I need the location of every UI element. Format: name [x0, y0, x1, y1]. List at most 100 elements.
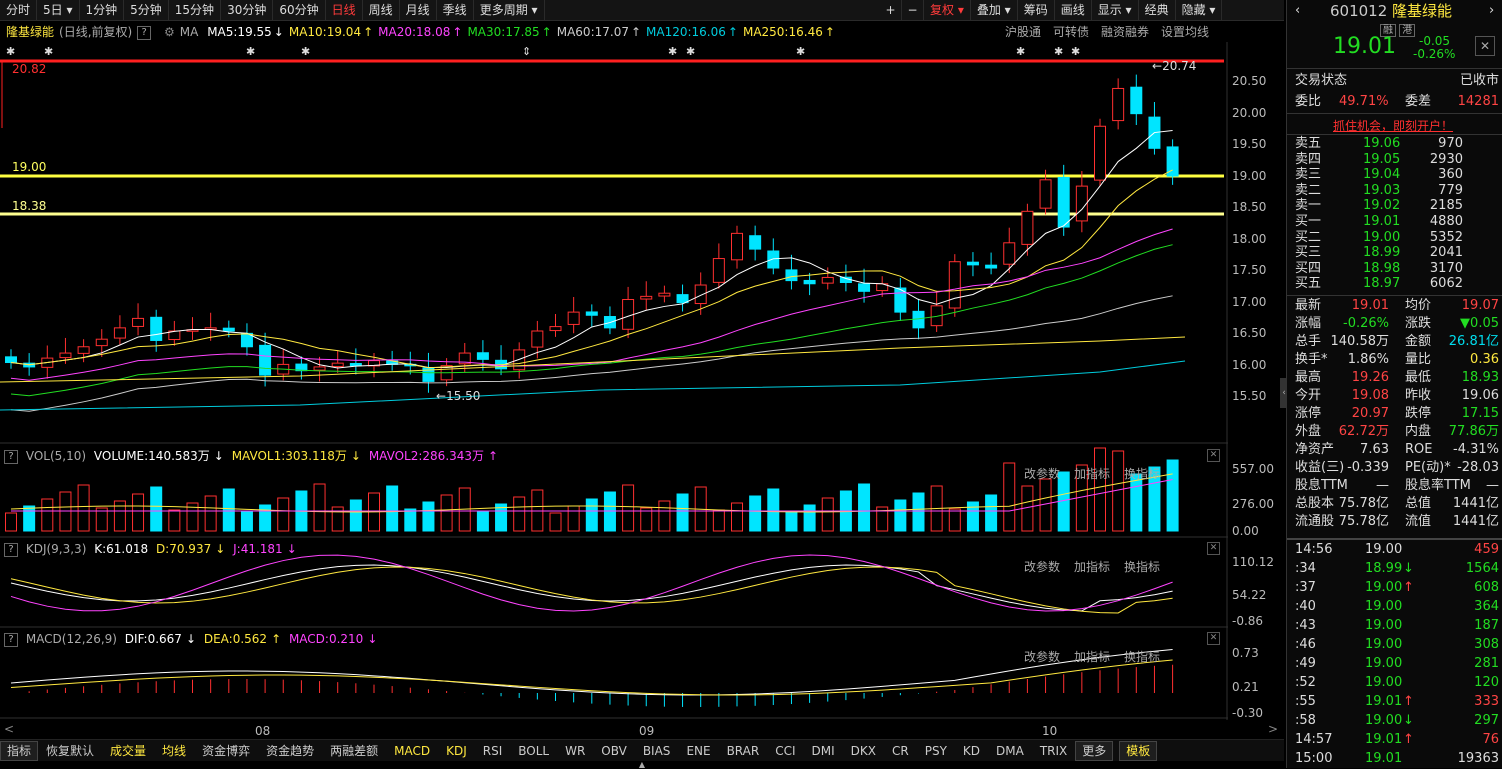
indicator-tab-19[interactable]: CR [892, 743, 909, 758]
book-row-7[interactable]: 买三 18.99 2041 [1287, 245, 1502, 261]
indicator-tab-6[interactable]: 两融差额 [330, 743, 379, 758]
indicator-tab-7[interactable]: MACD [394, 743, 431, 758]
indicator-tab-25[interactable]: 模板 [1119, 740, 1158, 761]
period-tab-10[interactable]: 季线 [437, 0, 474, 20]
indicator-tab-15[interactable]: BRAR [726, 743, 760, 758]
indicator-tab-3[interactable]: 均线 [162, 743, 187, 758]
indicator-tab-20[interactable]: PSY [924, 743, 947, 758]
indicator-tab-9[interactable]: RSI [482, 743, 503, 758]
settings-gear-icon[interactable]: ⚙ [164, 25, 175, 39]
volume-bar [513, 496, 526, 532]
chart-area[interactable]: ✱ ✱ ✱ ✱ ⇕ ✱ ✱ ✱ ✱ ✱ ✱ [0, 40, 1284, 740]
kdj-close-icon[interactable]: ✕ [1207, 542, 1220, 555]
vol-param-button[interactable]: 改参数 [1023, 467, 1060, 481]
macd-help-icon[interactable]: ? [4, 632, 18, 647]
panel-toggle-icon[interactable]: ‹ [1280, 378, 1288, 408]
indicator-tab-17[interactable]: DMI [811, 743, 835, 758]
book-row-2[interactable]: 卖三 19.04 360 [1287, 167, 1502, 183]
macd-title: MACD(12,26,9) [25, 632, 117, 646]
close-panel-icon[interactable]: ✕ [1475, 36, 1495, 56]
indicator-tab-21[interactable]: KD [962, 743, 981, 758]
expand-icon[interactable]: ▲ [638, 760, 646, 769]
macd-switch-button[interactable]: 换指标 [1123, 650, 1160, 664]
indicator-tab-12[interactable]: OBV [601, 743, 627, 758]
kdj-switch-button[interactable]: 换指标 [1123, 560, 1160, 574]
indicator-tab-18[interactable]: DKX [850, 743, 876, 758]
indicator-tab-11[interactable]: WR [565, 743, 586, 758]
kdj-j-line [10, 554, 1173, 612]
period-tab-11[interactable]: 更多周期 ▾ [474, 0, 545, 20]
book-row-6[interactable]: 买二 19.00 5352 [1287, 230, 1502, 246]
period-tab-9[interactable]: 月线 [400, 0, 437, 20]
indicator-tab-8[interactable]: KDJ [446, 743, 467, 758]
scroll-right-icon[interactable]: > [1268, 722, 1279, 736]
indicator-tab-24[interactable]: 更多 [1075, 740, 1114, 761]
period-tab-2[interactable]: 1分钟 [80, 0, 125, 20]
chart-link-3[interactable]: 设置均线 [1161, 25, 1210, 39]
period-tab-5[interactable]: 30分钟 [221, 0, 274, 20]
period-tab-0[interactable]: 分时 [0, 0, 38, 20]
stat-label: 涨幅 [1295, 316, 1322, 331]
indicator-tab-23[interactable]: TRIX [1039, 743, 1068, 758]
book-row-0[interactable]: 卖五 19.06 970 [1287, 136, 1502, 152]
macd-close-icon[interactable]: ✕ [1207, 632, 1220, 645]
toolbar-right-8[interactable]: 隐藏 ▾ [1176, 0, 1223, 21]
event-marker-9: ✱ [1054, 45, 1063, 58]
book-row-5[interactable]: 买一 19.01 4880 [1287, 214, 1502, 230]
book-vol: 2930 [1429, 151, 1463, 167]
ma-arrow-1: ↑ [363, 25, 374, 39]
book-row-3[interactable]: 卖二 19.03 779 [1287, 183, 1502, 199]
ma-value-6: MA250:16.46 ↑ [743, 25, 835, 39]
event-marker-4: ⇕ [522, 45, 531, 58]
chart-link-1[interactable]: 可转债 [1053, 25, 1090, 39]
toolbar-right-2[interactable]: 复权 ▾ [924, 0, 971, 21]
period-tab-1[interactable]: 5日 ▾ [37, 0, 80, 20]
help-icon[interactable]: ? [137, 25, 152, 40]
kdj-y-0: 110.12 [1232, 555, 1274, 569]
indicator-tab-4[interactable]: 资金博弈 [202, 743, 251, 758]
indicator-tab-0[interactable]: 指标 [0, 740, 39, 761]
book-row-4[interactable]: 卖一 19.02 2185 [1287, 198, 1502, 214]
indicator-tab-13[interactable]: BIAS [642, 743, 671, 758]
book-row-8[interactable]: 买四 18.98 3170 [1287, 261, 1502, 277]
back-icon[interactable]: ‹ [1295, 3, 1301, 18]
indicator-tab-2[interactable]: 成交量 [110, 743, 147, 758]
toolbar-right-6[interactable]: 显示 ▾ [1092, 0, 1139, 21]
period-tab-4[interactable]: 15分钟 [169, 0, 222, 20]
toolbar-right-5[interactable]: 画线 [1055, 0, 1092, 21]
macd-y-1: 0.21 [1232, 680, 1259, 694]
kdj-add-button[interactable]: 加指标 [1073, 560, 1110, 574]
open-account-link[interactable]: 抓住机会，即刻开户！ [1333, 119, 1454, 133]
macd-param-button[interactable]: 改参数 [1023, 650, 1060, 664]
indicator-tab-22[interactable]: DMA [996, 743, 1024, 758]
chart-link-2[interactable]: 融资融券 [1101, 25, 1150, 39]
weibi-row: 委比 49.71% 委差 14281 [1295, 94, 1499, 109]
period-tab-6[interactable]: 60分钟 [273, 0, 326, 20]
indicator-tab-5[interactable]: 资金趋势 [266, 743, 315, 758]
period-tab-3[interactable]: 5分钟 [124, 0, 169, 20]
book-price: 19.02 [1363, 198, 1401, 214]
book-row-1[interactable]: 卖四 19.05 2930 [1287, 152, 1502, 168]
vol-add-button[interactable]: 加指标 [1073, 467, 1110, 481]
indicator-tab-14[interactable]: ENE [686, 743, 711, 758]
forward-icon[interactable]: › [1489, 3, 1495, 18]
vol-switch-button[interactable]: 换指标 [1123, 467, 1160, 481]
toolbar-right-4[interactable]: 筹码 [1018, 0, 1055, 21]
indicator-tab-10[interactable]: BOLL [518, 743, 550, 758]
toolbar-right-7[interactable]: 经典 [1139, 0, 1176, 21]
toolbar-right-3[interactable]: 叠加 ▾ [971, 0, 1018, 21]
indicator-tab-16[interactable]: CCI [775, 743, 796, 758]
vol-help-icon[interactable]: ? [4, 449, 18, 464]
toolbar-right-1[interactable]: − [902, 0, 924, 21]
book-row-9[interactable]: 买五 18.97 6062 [1287, 276, 1502, 292]
period-tab-8[interactable]: 周线 [363, 0, 400, 20]
macd-add-button[interactable]: 加指标 [1073, 650, 1110, 664]
kdj-help-icon[interactable]: ? [4, 542, 18, 557]
chart-link-0[interactable]: 沪股通 [1005, 25, 1042, 39]
kdj-param-button[interactable]: 改参数 [1023, 560, 1060, 574]
scroll-left-icon[interactable]: < [4, 722, 15, 736]
vol-close-icon[interactable]: ✕ [1207, 449, 1220, 462]
period-tab-7[interactable]: 日线 [326, 0, 363, 20]
toolbar-right-0[interactable]: + [880, 0, 902, 21]
indicator-tab-1[interactable]: 恢复默认 [46, 743, 95, 758]
